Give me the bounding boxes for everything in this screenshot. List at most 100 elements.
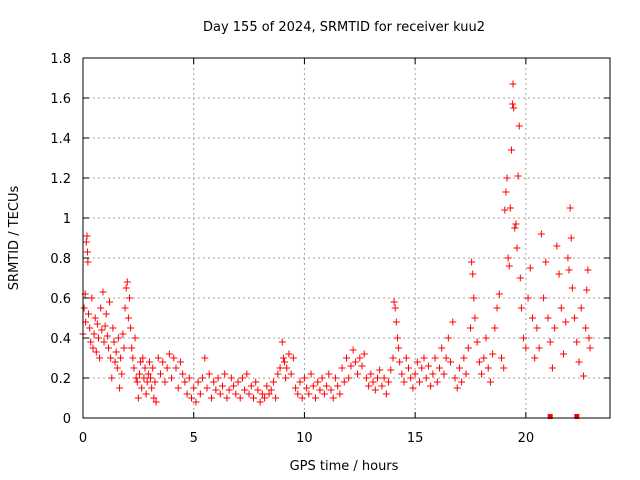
data-point (334, 382, 342, 390)
data-point (130, 364, 138, 372)
data-point (473, 338, 481, 346)
data-point (278, 338, 286, 346)
data-point (135, 370, 143, 378)
data-point (263, 382, 271, 390)
data-point (140, 374, 148, 382)
data-point (289, 354, 297, 362)
data-point (380, 374, 388, 382)
data-point (529, 314, 536, 322)
y-tick-labels: 0 0.2 0.4 0.6 0.8 1 1.2 1.4 1.6 1.8 (50, 52, 71, 427)
data-point (176, 358, 184, 366)
data-point (392, 318, 400, 326)
data-point (555, 270, 563, 278)
data-point (393, 334, 401, 342)
data-point (238, 374, 246, 382)
data-point (478, 370, 486, 378)
data-point (468, 258, 476, 266)
data-point (98, 326, 106, 334)
data-point (495, 290, 503, 298)
data-point (116, 384, 124, 392)
data-point (89, 344, 97, 352)
data-point (325, 370, 333, 378)
data-point (96, 354, 104, 362)
data-point (331, 374, 339, 382)
data-point (111, 358, 119, 366)
data-point (269, 378, 277, 386)
data-point (283, 364, 291, 372)
data-point (444, 334, 452, 342)
x-tick-label: 10 (296, 431, 313, 446)
data-point (440, 370, 448, 378)
data-point (395, 344, 403, 352)
data-point (92, 348, 100, 356)
data-point (258, 390, 266, 398)
data-point (429, 370, 437, 378)
data-point (163, 364, 171, 372)
data-point (453, 384, 461, 392)
chart-title: Day 155 of 2024, SRMTID for receiver kuu… (203, 20, 485, 35)
data-point (418, 364, 426, 372)
data-point (343, 354, 350, 362)
data-point (565, 266, 573, 274)
data-point (515, 122, 523, 130)
data-point (544, 314, 552, 322)
data-point (97, 304, 105, 312)
data-point (509, 100, 517, 108)
data-point (307, 370, 315, 378)
y-tick-label: 0.8 (50, 252, 71, 267)
data-point (121, 304, 129, 312)
data-point (219, 382, 226, 390)
data-point (447, 358, 455, 366)
data-point (470, 294, 478, 302)
data-point (573, 338, 581, 346)
x-tick-label: 15 (407, 431, 424, 446)
data-point (374, 374, 381, 382)
data-point (99, 288, 107, 296)
data-point (407, 374, 415, 382)
data-point (462, 370, 470, 378)
data-point (274, 370, 282, 378)
data-point (279, 354, 287, 362)
data-point (132, 374, 140, 382)
data-point (179, 370, 187, 378)
data-point (137, 358, 145, 366)
data-point (144, 370, 152, 378)
data-point (221, 370, 229, 378)
data-point (192, 398, 200, 406)
zero-value-marker (574, 414, 580, 419)
data-point (564, 254, 572, 262)
data-point (139, 354, 147, 362)
data-point (143, 378, 151, 386)
data-point (583, 286, 591, 294)
data-point (194, 378, 202, 386)
data-point (265, 390, 273, 398)
data-point (165, 350, 173, 358)
data-point (83, 248, 91, 256)
data-point (149, 364, 157, 372)
data-point (369, 378, 377, 386)
data-point (320, 390, 328, 398)
data-point (287, 370, 295, 378)
data-point (247, 382, 255, 390)
data-point (83, 232, 91, 240)
data-point (93, 320, 101, 328)
data-point (420, 354, 428, 362)
data-point (108, 374, 116, 382)
data-point (551, 324, 559, 332)
y-tick-label: 0.6 (50, 292, 71, 307)
data-point (480, 354, 488, 362)
data-point (129, 354, 137, 362)
y-tick-label: 1.2 (50, 172, 71, 187)
plot-frame (82, 57, 611, 419)
data-point (323, 382, 331, 390)
data-point (122, 284, 130, 292)
data-point (520, 334, 528, 342)
data-point (113, 364, 121, 372)
data-point (157, 370, 164, 378)
data-point (560, 350, 567, 358)
data-point (134, 394, 142, 402)
data-point (109, 324, 117, 332)
zero-value-marker (547, 414, 553, 419)
data-point (161, 378, 169, 386)
